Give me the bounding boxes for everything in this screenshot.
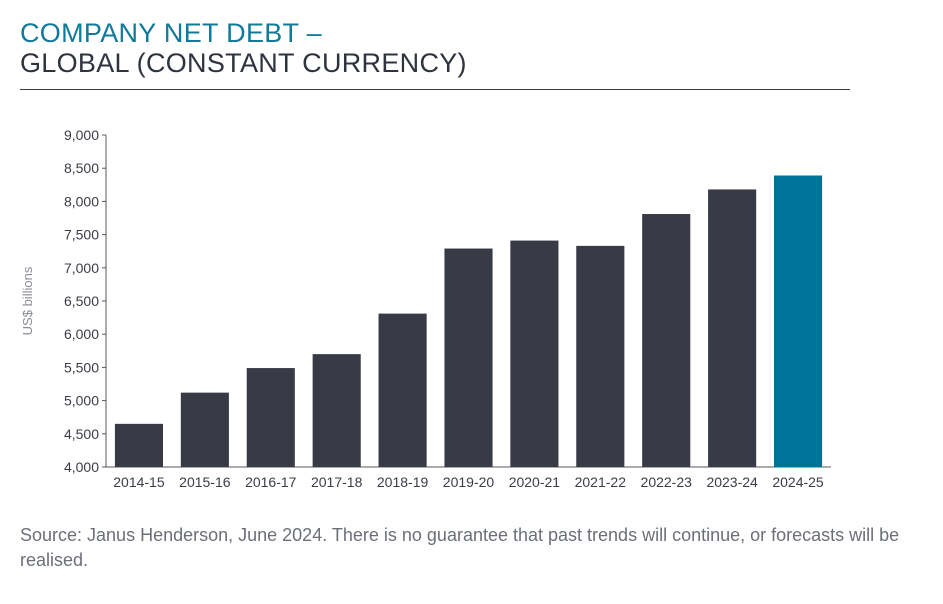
bar-2019-20 bbox=[444, 248, 493, 467]
bar-2022-23 bbox=[642, 214, 691, 467]
title-line-1: COMPANY NET DEBT – bbox=[20, 18, 322, 48]
x-tick-label: 2022-23 bbox=[641, 474, 693, 490]
bar-2024-25 bbox=[773, 175, 823, 467]
bar-2023-24 bbox=[708, 189, 757, 467]
y-tick-label: 5,000 bbox=[64, 393, 99, 409]
x-tick-label: 2014-15 bbox=[113, 474, 165, 490]
title-divider bbox=[20, 89, 850, 90]
x-tick-label: 2017-18 bbox=[311, 474, 363, 490]
bar-2014-15 bbox=[114, 423, 164, 467]
x-tick-label: 2020-21 bbox=[509, 474, 561, 490]
bar-2017-18 bbox=[312, 354, 361, 467]
y-tick-label: 7,500 bbox=[64, 227, 99, 243]
y-tick-label: 4,500 bbox=[64, 426, 99, 442]
x-tick-label: 2018-19 bbox=[377, 474, 429, 490]
y-tick-label: 4,000 bbox=[64, 459, 99, 475]
bar-2018-19 bbox=[378, 313, 427, 467]
y-tick-label: 8,000 bbox=[64, 193, 99, 209]
y-tick-label: 6,000 bbox=[64, 326, 99, 342]
bar-2016-17 bbox=[246, 368, 295, 467]
y-axis-title: US$ billions bbox=[20, 266, 35, 335]
bar-chart: 4,000 4,500 5,000 5,500 6,000 6,500 7,000 7,500… bbox=[20, 127, 831, 490]
y-tick-label: 5,500 bbox=[64, 359, 99, 375]
y-tick-label: 6,500 bbox=[64, 293, 99, 309]
y-tick-label: 8,500 bbox=[64, 160, 99, 176]
bar-2021-22 bbox=[576, 245, 625, 467]
title-line-2: GLOBAL (CONSTANT CURRENCY) bbox=[20, 48, 467, 78]
x-tick-label: 2016-17 bbox=[245, 474, 297, 490]
x-tick-label: 2023-24 bbox=[706, 474, 758, 490]
x-tick-label: 2019-20 bbox=[443, 474, 495, 490]
chart-title: COMPANY NET DEBT – GLOBAL (CONSTANT CURR… bbox=[20, 18, 850, 78]
x-tick-label: 2024-25 bbox=[772, 474, 824, 490]
bar-2020-21 bbox=[510, 240, 559, 467]
x-tick-label: 2021-22 bbox=[575, 474, 627, 490]
y-tick-label: 7,000 bbox=[64, 260, 99, 276]
source-note: Source: Janus Henderson, June 2024. Ther… bbox=[20, 525, 900, 570]
y-tick-label: 9,000 bbox=[64, 127, 99, 143]
bar-2015-16 bbox=[180, 392, 229, 467]
x-tick-label: 2015-16 bbox=[179, 474, 231, 490]
